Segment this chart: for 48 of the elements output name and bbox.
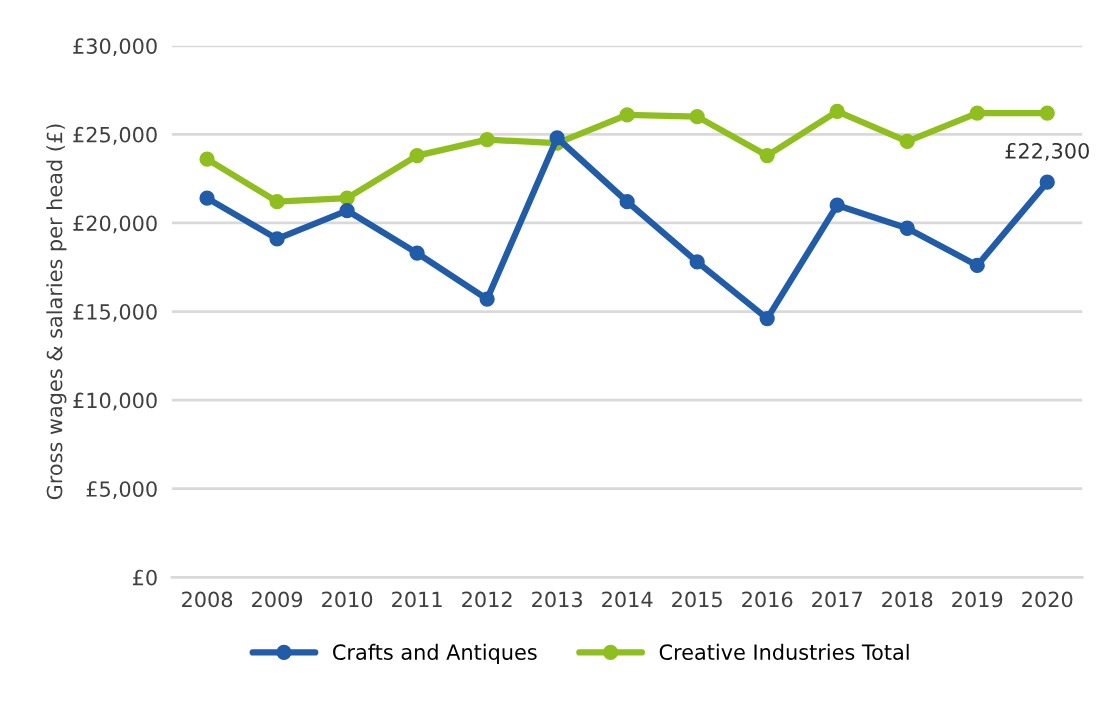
point (549, 130, 565, 146)
point (619, 194, 635, 210)
point (199, 190, 215, 206)
point (479, 291, 495, 307)
x-tick-label: 2020 (1022, 591, 1073, 608)
point (759, 147, 775, 164)
y-tick-label: £30,000 (73, 38, 157, 57)
point (269, 194, 285, 210)
point (899, 220, 915, 236)
x-tick-label: 2018 (882, 591, 933, 608)
point (969, 257, 985, 274)
y-tick-label: £25,000 (73, 126, 157, 145)
x-tick-label: 2014 (602, 591, 653, 608)
x-tick-label: 2009 (252, 591, 303, 608)
point (269, 231, 285, 247)
x-tick-label: 2012 (462, 591, 512, 608)
point (689, 108, 705, 125)
x-tick-label: 2015 (672, 591, 722, 608)
point (829, 103, 845, 119)
x-tick-label: 2011 (392, 591, 442, 608)
y-tick-label: £5,000 (86, 481, 157, 500)
point (1039, 105, 1055, 121)
y-tick-label: £20,000 (73, 215, 157, 234)
x-tick-label: 2013 (532, 591, 582, 608)
point (969, 105, 985, 121)
x-tick-label: 2010 (322, 591, 373, 608)
x-tick-label: 2019 (952, 591, 1003, 608)
point (1039, 174, 1055, 190)
x-tick-label: 2008 (182, 591, 233, 608)
annotation: £22,300 (1005, 142, 1089, 161)
point (899, 133, 915, 150)
y-tick-label: £0 (132, 569, 157, 586)
x-tick-label: 2017 (812, 591, 862, 608)
x-tick-label: 2016 (742, 591, 793, 608)
legend-label: Creative Industries Total (659, 643, 909, 660)
point (199, 151, 215, 167)
point (759, 310, 775, 327)
point (829, 197, 845, 213)
y-tick-label: £10,000 (73, 392, 157, 411)
y-tick-label: £15,000 (73, 303, 157, 322)
legend-label: Crafts and Antiques (333, 643, 537, 665)
y-axis-title: Gross wages & salaries per head (£) (46, 124, 67, 500)
point (479, 132, 495, 148)
point (619, 107, 635, 123)
point (339, 202, 355, 219)
point (689, 254, 705, 270)
point (409, 147, 425, 164)
point (409, 245, 425, 261)
